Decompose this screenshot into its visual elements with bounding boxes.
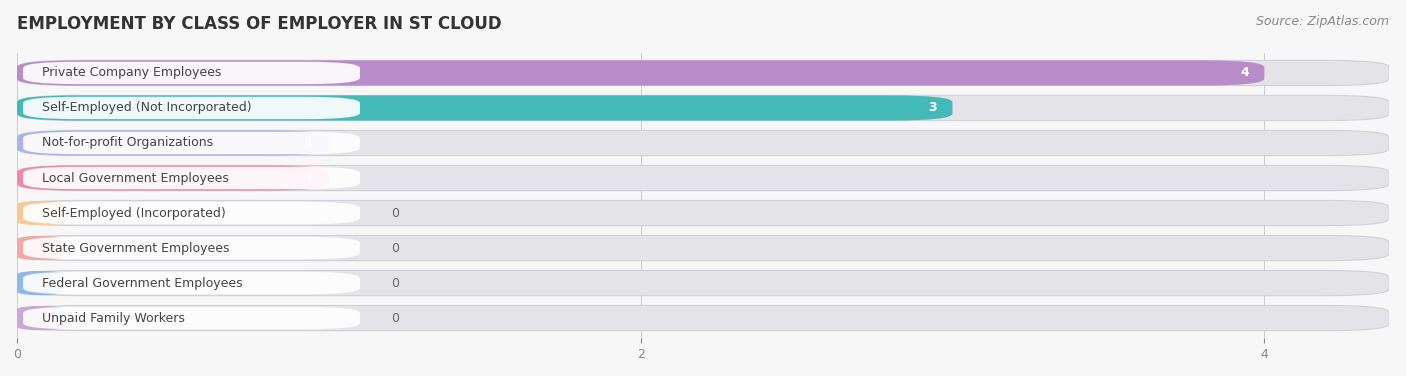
FancyBboxPatch shape [22, 202, 360, 224]
Text: Self-Employed (Incorporated): Self-Employed (Incorporated) [42, 206, 225, 220]
FancyBboxPatch shape [22, 272, 360, 294]
Text: 0: 0 [391, 312, 399, 324]
Text: State Government Employees: State Government Employees [42, 241, 229, 255]
Text: Not-for-profit Organizations: Not-for-profit Organizations [42, 136, 212, 150]
Text: Private Company Employees: Private Company Employees [42, 67, 221, 79]
Text: 4: 4 [1240, 67, 1249, 79]
FancyBboxPatch shape [22, 167, 360, 189]
FancyBboxPatch shape [17, 60, 1389, 86]
FancyBboxPatch shape [17, 235, 1389, 261]
FancyBboxPatch shape [22, 97, 360, 119]
FancyBboxPatch shape [22, 132, 360, 154]
FancyBboxPatch shape [17, 60, 1264, 86]
FancyBboxPatch shape [17, 165, 329, 191]
Text: 0: 0 [391, 277, 399, 290]
Text: Federal Government Employees: Federal Government Employees [42, 277, 242, 290]
FancyBboxPatch shape [17, 130, 1389, 156]
Text: Source: ZipAtlas.com: Source: ZipAtlas.com [1256, 15, 1389, 28]
Text: EMPLOYMENT BY CLASS OF EMPLOYER IN ST CLOUD: EMPLOYMENT BY CLASS OF EMPLOYER IN ST CL… [17, 15, 502, 33]
Text: 1: 1 [305, 136, 314, 150]
FancyBboxPatch shape [17, 130, 329, 156]
Text: Unpaid Family Workers: Unpaid Family Workers [42, 312, 184, 324]
FancyBboxPatch shape [22, 237, 360, 259]
Text: 0: 0 [391, 241, 399, 255]
FancyBboxPatch shape [17, 270, 63, 296]
Text: 1: 1 [305, 171, 314, 185]
FancyBboxPatch shape [17, 96, 952, 121]
FancyBboxPatch shape [17, 165, 1389, 191]
FancyBboxPatch shape [17, 305, 1389, 331]
Text: Self-Employed (Not Incorporated): Self-Employed (Not Incorporated) [42, 102, 252, 114]
Text: Local Government Employees: Local Government Employees [42, 171, 229, 185]
FancyBboxPatch shape [17, 270, 1389, 296]
FancyBboxPatch shape [22, 307, 360, 329]
FancyBboxPatch shape [17, 235, 63, 261]
FancyBboxPatch shape [22, 62, 360, 84]
Text: 0: 0 [391, 206, 399, 220]
FancyBboxPatch shape [17, 305, 63, 331]
Text: 3: 3 [928, 102, 936, 114]
FancyBboxPatch shape [17, 96, 1389, 121]
FancyBboxPatch shape [17, 200, 63, 226]
FancyBboxPatch shape [17, 200, 1389, 226]
